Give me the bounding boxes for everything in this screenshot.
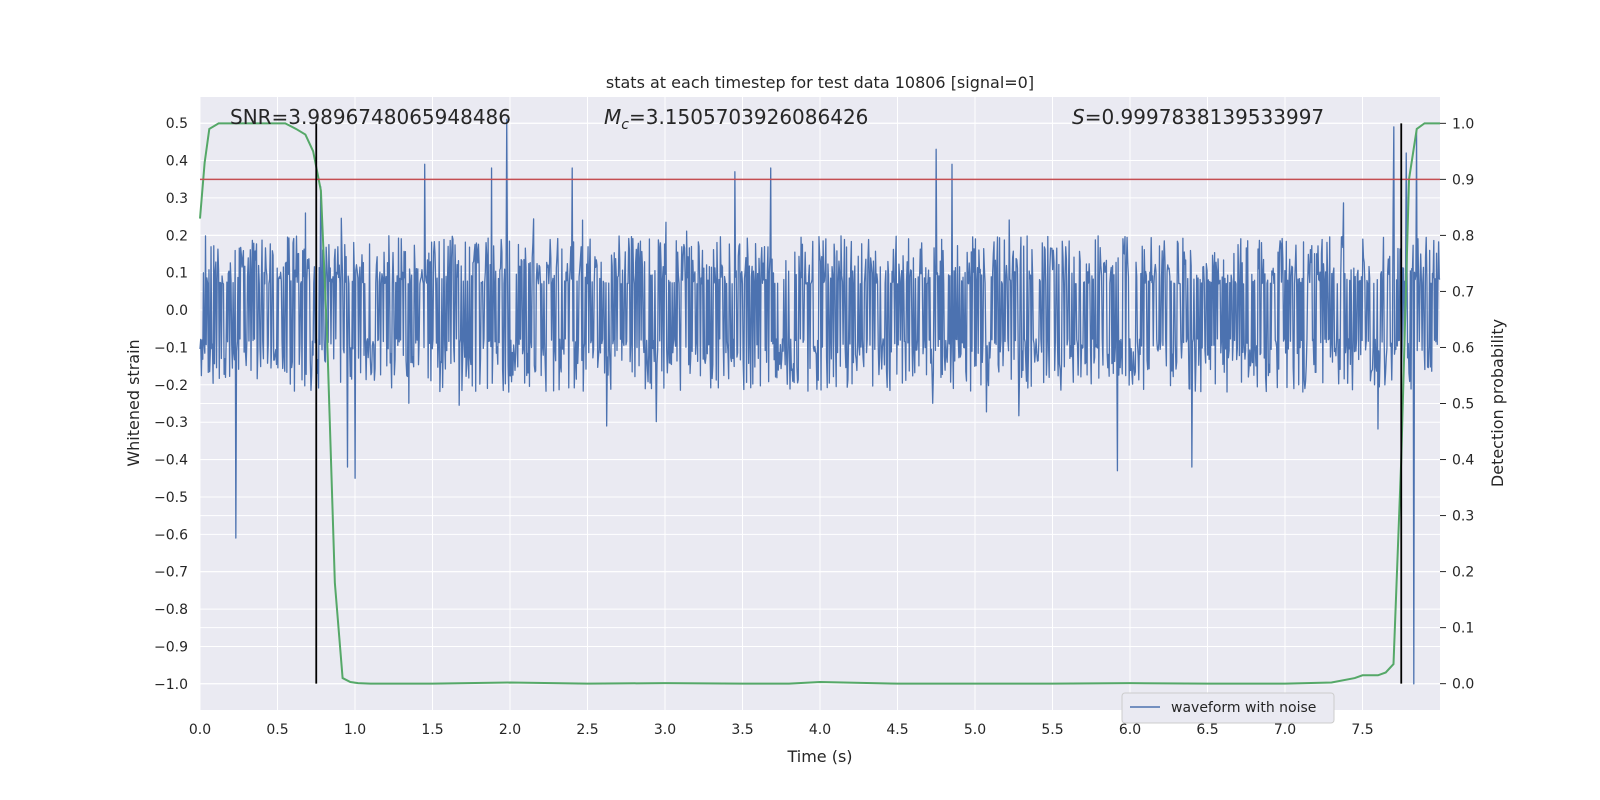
- x-tick-label: 7.0: [1274, 722, 1296, 738]
- y-tick-label: −0.9: [154, 639, 188, 655]
- s-value: =0.9997838139533997: [1085, 105, 1324, 129]
- x-tick-label: 5.5: [1041, 722, 1063, 738]
- y-tick-label: −0.6: [154, 527, 188, 543]
- mc-symbol: M: [604, 105, 621, 129]
- mc-subscript: c: [621, 117, 629, 133]
- waveform-series: [199, 118, 1441, 685]
- y-tick-label: −0.8: [154, 602, 188, 618]
- x-tick-label: 5.0: [964, 722, 986, 738]
- x-axis-label: Time (s): [786, 747, 852, 766]
- probability-line: [199, 122, 1440, 685]
- y2-tick-label: 0.1: [1452, 621, 1474, 637]
- y2-tick-label: 0.3: [1452, 509, 1474, 525]
- y2-tick-label: 0.8: [1452, 228, 1474, 244]
- x-tick-label: 6.0: [1119, 722, 1141, 738]
- y-tick-label: 0.2: [166, 228, 188, 244]
- x-tick-label: 0.0: [189, 722, 211, 738]
- chirp-mass-annotation: Mc=3.1505703926086426: [604, 105, 868, 133]
- y-tick-label: 0.1: [166, 266, 188, 282]
- y2-tick-label: 0.9: [1452, 172, 1474, 188]
- y-tick-label: −0.3: [154, 415, 188, 431]
- x-tick-label: 1.0: [344, 722, 366, 738]
- y-tick-label: −0.5: [154, 490, 188, 506]
- y-tick-label: −1.0: [154, 677, 188, 693]
- y-tick-label: 0.5: [166, 116, 188, 132]
- y-tick-label: −0.7: [154, 565, 188, 581]
- y-tick-label: 0.0: [166, 303, 188, 319]
- y2-tick-label: 0.7: [1452, 284, 1474, 300]
- x-tick-label: 4.5: [886, 722, 908, 738]
- x-tick-label: 2.0: [499, 722, 521, 738]
- x-tick-label: 0.5: [266, 722, 288, 738]
- x-tick-label: 2.5: [576, 722, 598, 738]
- snr-annotation: SNR=3.9896748065948486: [230, 105, 511, 129]
- y-tick-label: −0.4: [154, 453, 188, 469]
- y-tick-label: −0.1: [154, 340, 188, 356]
- x-tick-label: 7.5: [1351, 722, 1373, 738]
- y2-axis-label: Detection probability: [1488, 319, 1507, 487]
- probability-series: [199, 122, 1440, 685]
- y2-tick-label: 0.0: [1452, 677, 1474, 693]
- x-tick-label: 3.5: [731, 722, 753, 738]
- reference-lines: [200, 123, 1440, 684]
- x-tick-label: 6.5: [1196, 722, 1218, 738]
- y-tick-label: 0.3: [166, 191, 188, 207]
- x-tick-label: 3.0: [654, 722, 676, 738]
- legend: waveform with noise: [1121, 692, 1335, 724]
- x-tick-label: 4.0: [809, 722, 831, 738]
- waveform-line: [199, 118, 1441, 685]
- y-tick-label: −0.2: [154, 378, 188, 394]
- legend-box: [1121, 692, 1335, 724]
- y2-tick-label: 0.5: [1452, 397, 1474, 413]
- y2-tick-label: 0.6: [1452, 340, 1474, 356]
- tick-labels: 0.0 0.5 1.0 1.5 2.0 2.5 3.0 3.5 4.0 4.5 5.0 5.5 6.0 6…: [154, 116, 1474, 738]
- y-axis-label: Whitened strain: [124, 339, 143, 466]
- s-symbol: S: [1072, 105, 1085, 129]
- s-annotation: S=0.9997838139533997: [1072, 105, 1324, 129]
- y-tick-label: 0.4: [166, 154, 188, 170]
- legend-label: waveform with noise: [1171, 700, 1316, 716]
- y2-tick-label: 1.0: [1452, 116, 1474, 132]
- mc-value: =3.1505703926086426: [629, 105, 868, 129]
- x-tick-label: 1.5: [421, 722, 443, 738]
- chart-title: stats at each timestep for test data 108…: [606, 73, 1034, 92]
- y2-tick-label: 0.4: [1452, 453, 1474, 469]
- y2-tick-label: 0.2: [1452, 565, 1474, 581]
